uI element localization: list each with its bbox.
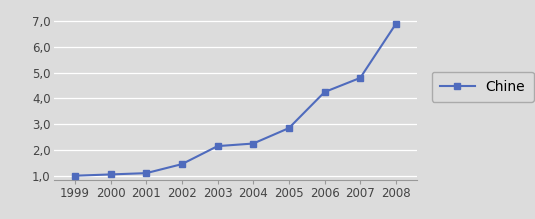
Chine: [72, 174, 78, 177]
Chine: [393, 23, 399, 25]
Legend: Chine: Chine: [432, 71, 533, 102]
Chine: [286, 127, 292, 129]
Line: Chine: Chine: [72, 21, 399, 178]
Chine: [215, 145, 221, 147]
Chine: [322, 91, 328, 93]
Chine: [179, 163, 185, 165]
Chine: [143, 172, 149, 175]
Chine: [357, 77, 363, 79]
Chine: [250, 142, 256, 145]
Chine: [108, 173, 114, 176]
